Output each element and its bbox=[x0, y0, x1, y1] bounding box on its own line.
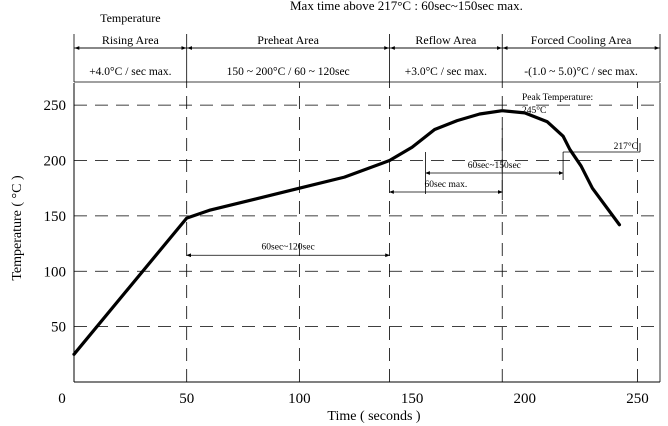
top-note: Max time above 217°C : 60sec~150sec max. bbox=[290, 0, 523, 13]
zone-rate: 150 ~ 200°C / 60 ~ 120sec bbox=[227, 66, 350, 78]
zone-rate: -(1.0 ~ 5.0)°C / sec max. bbox=[524, 66, 638, 78]
reflow-profile-line bbox=[72, 109, 622, 356]
y-tick-label: 250 bbox=[44, 98, 67, 114]
duration-label: 60sec~120sec bbox=[262, 242, 315, 252]
temperature-217-label: 217°C bbox=[614, 141, 638, 152]
y-tick-label: 150 bbox=[44, 209, 67, 225]
duration-label: 60sec~150sec bbox=[468, 161, 521, 171]
zone-rate: +3.0°C / sec max. bbox=[405, 66, 487, 78]
x-tick-label: 200 bbox=[514, 391, 537, 407]
zone-title: Preheat Area bbox=[257, 33, 319, 47]
peak-value: 245°C bbox=[522, 105, 546, 116]
x-axis-title: Time ( seconds ) bbox=[327, 409, 421, 424]
zone-title: Reflow Area bbox=[415, 33, 477, 47]
x-tick-label: 50 bbox=[179, 391, 194, 407]
x-tick-label: 100 bbox=[288, 391, 311, 407]
x-tick-label: 0 bbox=[58, 391, 66, 407]
zone-title-line1: Temperature bbox=[100, 11, 160, 25]
y-tick-label: 50 bbox=[51, 320, 66, 336]
duration-label: 60sec max. bbox=[425, 180, 468, 190]
zone-title: Forced Cooling Area bbox=[531, 33, 632, 47]
x-tick-label: 150 bbox=[401, 391, 424, 407]
tick-labels: 0 50 100 150 200 250 50 100 150 200 250 bbox=[44, 98, 649, 407]
grid-lines bbox=[74, 82, 660, 382]
y-tick-label: 100 bbox=[44, 264, 67, 280]
peak-label: Peak Temperature: bbox=[522, 93, 593, 103]
zone-header: Temperature Rising Area +4.0°C / sec max. P… bbox=[73, 11, 661, 83]
y-tick-label: 200 bbox=[44, 154, 67, 170]
zone-rate: +4.0°C / sec max. bbox=[89, 66, 171, 78]
y-axis-title: Temperature ( °C ) bbox=[10, 175, 25, 281]
x-tick-label: 250 bbox=[626, 391, 649, 407]
series-group bbox=[72, 109, 622, 356]
zone-title: Rising Area bbox=[102, 33, 160, 47]
axes bbox=[73, 83, 661, 383]
